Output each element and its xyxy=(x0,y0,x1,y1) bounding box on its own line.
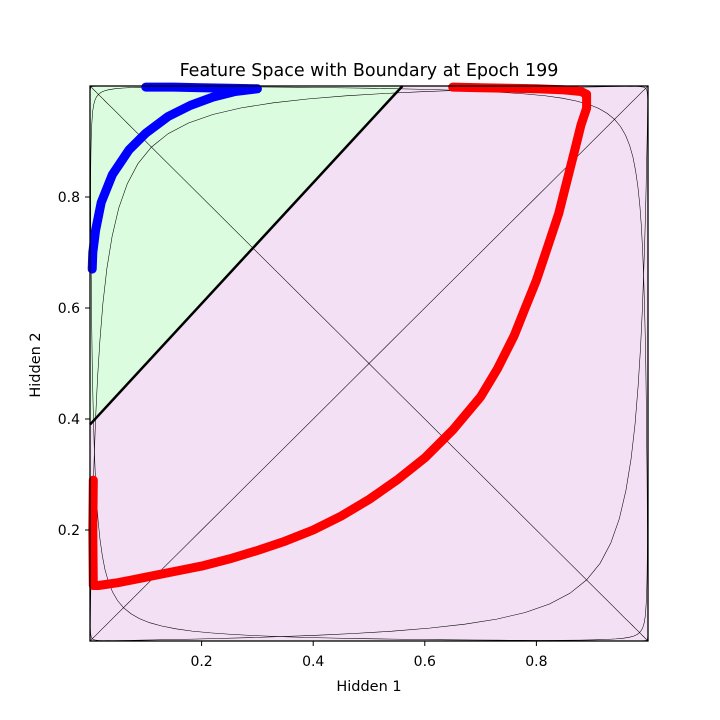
series-layer xyxy=(87,82,592,590)
y-axis-label: Hidden 2 xyxy=(28,332,44,397)
x-tick-label: 0.4 xyxy=(302,654,324,670)
axes-frame xyxy=(89,85,649,642)
y-tick-label: 0.2 xyxy=(58,523,80,539)
series-line-red xyxy=(88,82,592,590)
x-axis-label: Hidden 1 xyxy=(336,679,401,695)
chart-title: Feature Space with Boundary at Epoch 199 xyxy=(180,61,559,81)
y-tick-label: 0.8 xyxy=(58,190,80,206)
series-line-blue xyxy=(87,82,262,274)
y-tick-label: 0.6 xyxy=(58,301,80,317)
y-tick-label: 0.4 xyxy=(58,412,80,428)
x-tick-label: 0.8 xyxy=(525,654,547,670)
x-axis-ticks: 0.2 0.4 0.6 0.8 xyxy=(190,641,548,670)
x-tick-label: 0.6 xyxy=(414,654,436,670)
y-axis-ticks: 0.2 0.4 0.6 0.8 xyxy=(58,190,90,539)
plot-area xyxy=(87,82,649,642)
decision-boundary-line xyxy=(89,85,404,426)
x-tick-label: 0.2 xyxy=(190,654,212,670)
